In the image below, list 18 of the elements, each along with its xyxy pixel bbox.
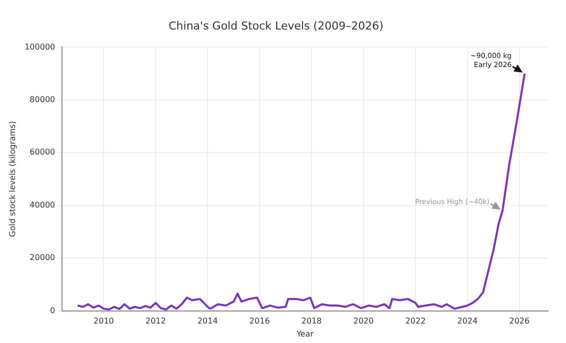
chart-title: China's Gold Stock Levels (2009–2026) xyxy=(168,19,384,32)
y-tick-label: 0 xyxy=(50,306,56,315)
x-tick-label: 2012 xyxy=(145,316,166,326)
y-tick-label: 40000 xyxy=(30,200,56,210)
x-tick-label: 2026 xyxy=(509,316,530,326)
x-axis-title: Year xyxy=(296,329,314,338)
y-tick-label: 60000 xyxy=(30,148,56,157)
y-tick-label: 100000 xyxy=(24,42,56,52)
x-tick-label: 2014 xyxy=(197,316,218,326)
y-axis-title: Gold stock levels (kilograms) xyxy=(8,121,17,237)
x-tick-label: 2018 xyxy=(301,316,322,326)
x-tick-label: 2024 xyxy=(457,316,478,326)
x-tick-label: 2010 xyxy=(94,316,114,326)
y-tick-label: 80000 xyxy=(30,95,56,104)
x-tick-label: 2020 xyxy=(353,316,374,326)
y-tick-label: 20000 xyxy=(30,253,56,262)
x-tick-label: 2022 xyxy=(405,316,426,326)
x-tick-label: 2016 xyxy=(249,316,270,326)
